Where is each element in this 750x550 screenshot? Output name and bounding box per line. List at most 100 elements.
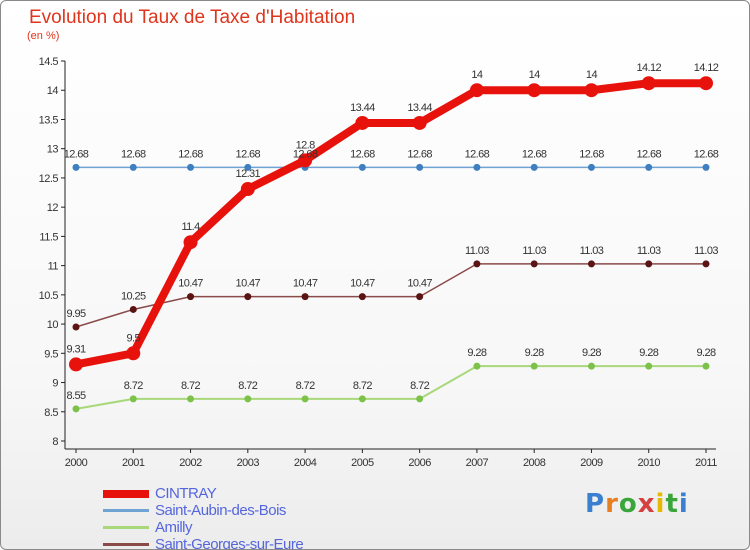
data-point: [473, 163, 481, 171]
data-point: [187, 293, 195, 301]
data-point: [473, 362, 481, 370]
data-label: 12.8: [296, 139, 315, 151]
data-point: [183, 235, 198, 250]
data-point: [412, 115, 427, 130]
data-label: 9.28: [639, 347, 658, 359]
y-tick-label: 9.5: [44, 348, 58, 360]
y-tick-label: 12.5: [39, 173, 59, 185]
y-tick-label: 11: [48, 261, 59, 273]
data-point: [72, 163, 80, 171]
data-point: [587, 163, 595, 171]
data-label: 9.28: [696, 347, 715, 359]
y-tick-label: 12: [47, 202, 59, 214]
proxiti-logo: Proxiti: [585, 489, 689, 519]
data-label: 11.03: [465, 245, 489, 257]
data-label: 8.72: [238, 380, 257, 392]
data-label: 12.68: [121, 148, 146, 160]
legend-item: Saint-Georges-sur-Eure: [103, 536, 304, 550]
data-point: [301, 293, 309, 301]
legend-swatch-saint-aubin: [103, 509, 149, 512]
legend-swatch-cintray: [103, 489, 149, 498]
y-tick-label: 11.5: [39, 231, 58, 243]
logo-letter: o: [618, 489, 638, 519]
data-label: 11.03: [637, 245, 661, 257]
data-point: [298, 153, 313, 168]
data-label: 12.68: [293, 148, 318, 160]
data-point: [702, 362, 710, 370]
chart-subtitle: (en %): [27, 30, 60, 42]
data-point: [126, 346, 141, 361]
data-label: 12.68: [636, 148, 661, 160]
data-point: [587, 362, 595, 370]
data-point: [416, 395, 424, 403]
data-label: 14: [471, 69, 483, 81]
logo-letter: r: [605, 489, 619, 519]
data-label: 11.4: [181, 221, 200, 233]
data-label: 9.28: [525, 347, 544, 359]
data-label: 14.12: [694, 62, 719, 74]
data-label: 12.68: [579, 148, 604, 160]
data-point: [244, 163, 252, 171]
data-point: [129, 395, 137, 403]
x-tick-label: 2009: [580, 457, 603, 469]
data-label: 12.68: [694, 148, 719, 160]
y-tick-label: 10.5: [39, 290, 59, 302]
legend-label: Saint-Georges-sur-Eure: [155, 536, 304, 550]
y-tick-label: 8: [52, 436, 58, 448]
y-tick-label: 8.5: [44, 407, 58, 419]
data-label: 8.72: [181, 380, 200, 392]
legend-label: CINTRAY: [155, 485, 217, 502]
data-point: [358, 163, 366, 171]
data-label: 12.68: [465, 148, 490, 160]
data-label: 12.68: [236, 148, 261, 160]
x-tick-label: 2008: [523, 457, 546, 469]
data-point: [530, 260, 538, 268]
data-point: [240, 182, 255, 197]
data-point: [702, 163, 710, 171]
x-tick-label: 2004: [294, 457, 317, 469]
chart-legend: CINTRAY Saint-Aubin-des-Bois Amilly Sain…: [103, 485, 304, 550]
data-point: [244, 395, 252, 403]
data-label: 14: [529, 69, 541, 81]
data-label: 11.03: [580, 245, 604, 257]
data-label: 10.47: [407, 278, 432, 290]
data-point: [645, 260, 653, 268]
data-label: 10.47: [350, 278, 375, 290]
legend-item: Saint-Aubin-des-Bois: [103, 502, 303, 519]
data-label: 11.03: [694, 245, 718, 257]
data-point: [301, 395, 309, 403]
data-label: 12.68: [407, 148, 432, 160]
data-point: [187, 163, 195, 171]
data-label: 13.44: [350, 102, 375, 114]
logo-letter: i: [678, 489, 689, 519]
data-label: 11.03: [522, 245, 546, 257]
data-label: 10.47: [178, 278, 203, 290]
data-label: 9.28: [582, 347, 601, 359]
legend-label: Saint-Aubin-des-Bois: [155, 502, 286, 519]
data-label: 14.12: [636, 62, 661, 74]
data-point: [72, 323, 80, 331]
data-label: 9.95: [66, 308, 85, 320]
x-tick-label: 2010: [637, 457, 660, 469]
x-tick-label: 2003: [237, 457, 260, 469]
y-tick-label: 9: [52, 378, 58, 390]
data-point: [530, 163, 538, 171]
data-label: 12.31: [236, 168, 261, 180]
data-point: [72, 405, 80, 413]
series-line-0: [72, 79, 710, 369]
legend-swatch-amilly: [103, 526, 149, 529]
data-label: 14: [586, 69, 598, 81]
data-label: 8.72: [353, 380, 372, 392]
legend-item: CINTRAY: [103, 485, 303, 502]
data-point: [702, 260, 710, 268]
data-label: 10.47: [293, 278, 318, 290]
data-point: [530, 362, 538, 370]
data-point: [641, 76, 656, 91]
data-point: [584, 83, 599, 98]
data-point: [645, 362, 653, 370]
data-point: [129, 305, 137, 313]
legend-label: Amilly: [155, 519, 193, 536]
y-tick-label: 14: [47, 85, 59, 97]
data-point: [358, 395, 366, 403]
